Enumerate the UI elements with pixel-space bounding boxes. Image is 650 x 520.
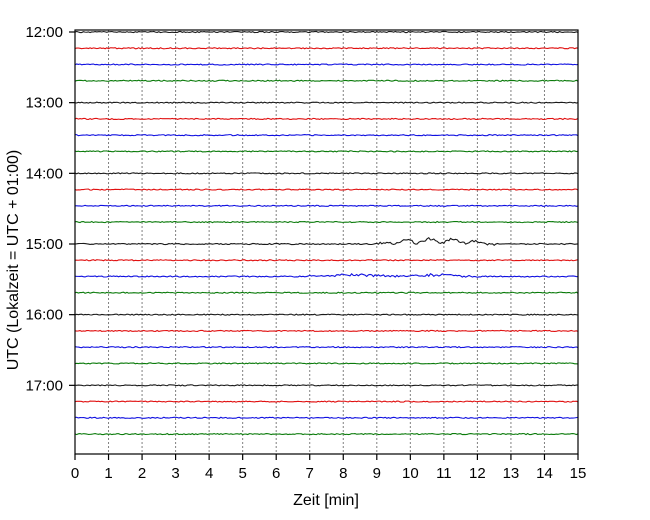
x-tick-label-9: 9 (373, 465, 381, 482)
x-tick-label-6: 6 (272, 465, 280, 482)
x-axis-ticks: 0 1 2 3 4 5 6 7 8 9 10 11 12 13 14 15 (71, 454, 587, 482)
x-tick-label-0: 0 (71, 465, 79, 482)
y-tick-label-1500: 15:00 (25, 236, 63, 253)
x-tick-label-7: 7 (306, 465, 314, 482)
y-tick-label-1700: 17:00 (25, 377, 63, 394)
x-tick-label-12: 12 (469, 465, 486, 482)
x-tick-label-13: 13 (503, 465, 520, 482)
line-chart-svg: 0 1 2 3 4 5 6 7 8 9 10 11 12 13 14 15 12:0013:0014:0015… (0, 0, 650, 520)
x-tick-label-3: 3 (171, 465, 179, 482)
x-tick-label-2: 2 (138, 465, 146, 482)
x-tick-label-4: 4 (205, 465, 213, 482)
y-axis-title: UTC (Lokalzeit = UTC + 01:00) (5, 150, 22, 371)
y-tick-label-1600: 16:00 (25, 307, 63, 324)
x-tick-label-15: 15 (570, 465, 587, 482)
x-tick-label-14: 14 (536, 465, 553, 482)
y-tick-label-1400: 14:00 (25, 165, 63, 182)
y-tick-label-1200: 12:00 (25, 24, 63, 41)
y-axis-ticks: 12:00 13:00 14:00 15:00 16:00 17:00 (25, 24, 75, 394)
y-tick-label-1300: 13:00 (25, 95, 63, 112)
x-tick-label-1: 1 (104, 465, 112, 482)
x-tick-label-8: 8 (339, 465, 347, 482)
plot-background (75, 30, 578, 454)
data-line-1300-black (75, 102, 578, 103)
x-tick-label-5: 5 (238, 465, 246, 482)
x-tick-label-10: 10 (402, 465, 419, 482)
x-axis-title: Zeit [min] (293, 492, 359, 509)
x-tick-label-11: 11 (436, 465, 452, 482)
chart-container: 0 1 2 3 4 5 6 7 8 9 10 11 12 13 14 15 12:00 13:00 14:00 15… (0, 0, 650, 520)
data-line-1300-green (75, 151, 578, 152)
